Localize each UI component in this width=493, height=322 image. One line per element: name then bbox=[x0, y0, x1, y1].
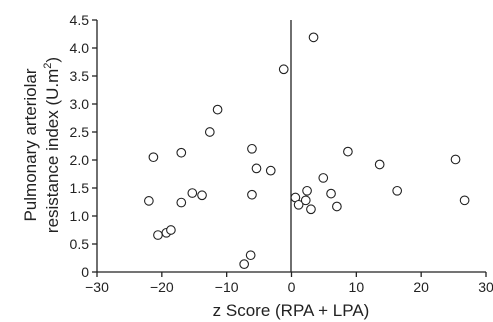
data-point bbox=[153, 230, 163, 240]
data-point bbox=[265, 165, 276, 176]
y-tick-label: 2.5 bbox=[70, 124, 90, 140]
data-point bbox=[459, 195, 470, 206]
data-point bbox=[392, 185, 403, 196]
y-axis-title-superscript: 2 bbox=[42, 63, 54, 69]
y-tick-label: 4.5 bbox=[70, 12, 90, 28]
data-point bbox=[300, 195, 311, 206]
data-point bbox=[176, 147, 187, 158]
data-point bbox=[144, 196, 154, 206]
data-point bbox=[166, 225, 176, 235]
y-axis-title-end: ) bbox=[43, 57, 62, 63]
data-point bbox=[245, 250, 256, 261]
data-point bbox=[251, 163, 262, 174]
y-tick-label: 0 bbox=[81, 264, 89, 280]
data-point bbox=[148, 152, 159, 163]
y-axis-title-line-2: resistance index (U.m2) bbox=[42, 57, 62, 233]
data-point bbox=[302, 185, 312, 196]
data-point bbox=[204, 127, 215, 137]
x-tick-label: 0 bbox=[288, 279, 296, 295]
data-point bbox=[308, 32, 319, 43]
x-tick-label: −20 bbox=[150, 279, 174, 295]
y-tick-label: 4.0 bbox=[70, 40, 90, 56]
y-axis-ticks: 0 0.5 1.0 1.5 2.0 2.5 3.0 3.5 4.0 4.5 bbox=[70, 12, 97, 280]
data-point bbox=[332, 201, 342, 212]
x-axis-title: z Score (RPA + LPA) bbox=[213, 301, 370, 320]
data-point bbox=[247, 189, 257, 200]
data-point bbox=[239, 259, 250, 270]
y-tick-label: 1.5 bbox=[70, 180, 90, 196]
data-point bbox=[293, 199, 304, 210]
data-point bbox=[374, 159, 385, 170]
y-tick-label: 3.0 bbox=[70, 96, 90, 112]
x-tick-label: −10 bbox=[215, 279, 239, 295]
data-point bbox=[450, 154, 461, 165]
x-tick-label: 10 bbox=[349, 279, 365, 295]
data-point bbox=[212, 104, 223, 115]
y-tick-label: 3.5 bbox=[70, 68, 90, 84]
data-point bbox=[247, 143, 257, 154]
x-tick-label: 30 bbox=[478, 279, 493, 295]
data-point bbox=[187, 188, 198, 198]
data-points bbox=[144, 32, 470, 270]
data-point bbox=[318, 173, 329, 183]
data-point bbox=[306, 204, 316, 215]
y-tick-label: 1.0 bbox=[70, 208, 90, 224]
data-point bbox=[326, 188, 336, 199]
data-point bbox=[343, 146, 353, 157]
x-tick-label: 20 bbox=[413, 279, 429, 295]
y-tick-label: 0.5 bbox=[70, 236, 90, 252]
data-point bbox=[278, 64, 289, 75]
y-axis-title-main: resistance index (U.m bbox=[43, 69, 62, 233]
data-point bbox=[197, 190, 207, 201]
x-axis-ticks: −30 −20 −10 0 10 20 30 bbox=[85, 272, 493, 295]
y-tick-label: 2.0 bbox=[70, 152, 90, 168]
x-tick-label: −30 bbox=[85, 279, 109, 295]
y-axis-title-line-1: Pulmonary arteriolar bbox=[21, 68, 40, 221]
data-point bbox=[176, 197, 187, 208]
